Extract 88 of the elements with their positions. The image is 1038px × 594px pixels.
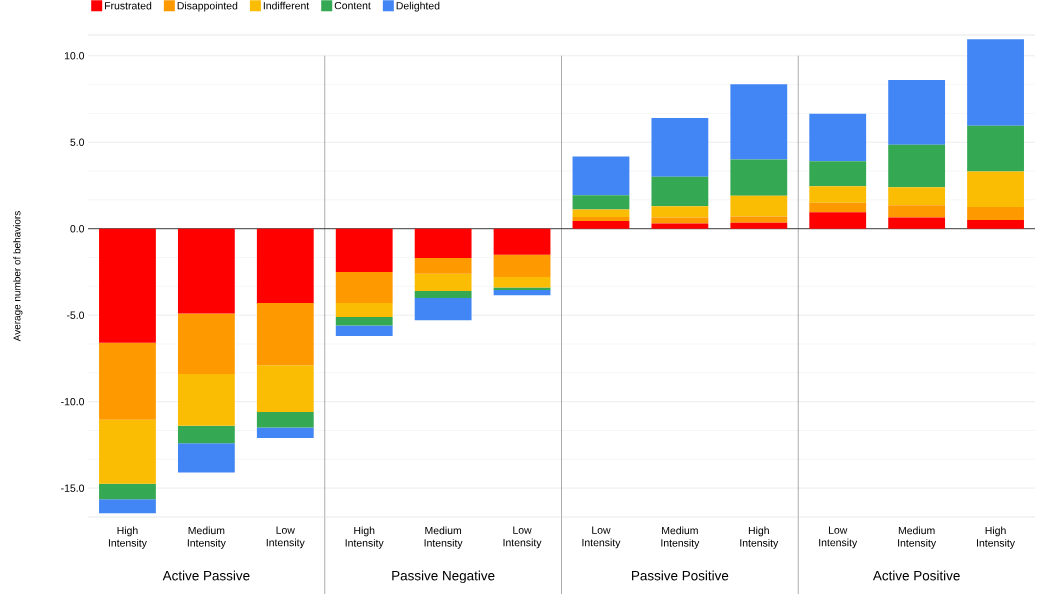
- x-tick-label: Medium Intensity: [424, 526, 463, 549]
- legend-label: Content: [334, 1, 371, 10]
- bar: [572, 221, 630, 229]
- bar: [177, 425, 235, 444]
- legend-label: Disappointed: [177, 1, 238, 12]
- legend-label: Indifferent: [263, 1, 310, 10]
- bar: [651, 223, 709, 229]
- bar: [572, 217, 630, 222]
- bar: [651, 118, 709, 177]
- bar: [888, 217, 946, 229]
- bar: [99, 419, 156, 484]
- legend-label: Delighted: [396, 1, 440, 12]
- bar: [572, 156, 630, 196]
- bar: [888, 187, 946, 206]
- text: Passive Positive: [632, 570, 729, 581]
- bar: [888, 144, 946, 188]
- x-tick-label: High Intensity: [740, 526, 779, 549]
- bar: [730, 216, 788, 223]
- bar: [99, 483, 156, 500]
- x-tick-label: Low Intensity: [582, 526, 621, 549]
- bar: [809, 113, 867, 162]
- bar: [493, 287, 551, 291]
- text: Active Positive: [872, 570, 960, 581]
- bar: [809, 212, 867, 229]
- bar: [967, 39, 1024, 126]
- bar: [967, 125, 1024, 172]
- bar: [967, 171, 1024, 208]
- text: Passive Negative: [392, 570, 495, 584]
- x-tick-label: High Intensity: [977, 526, 1015, 549]
- bar: [177, 228, 235, 314]
- bar: [414, 297, 472, 321]
- bar: [256, 303, 314, 366]
- bar: [414, 228, 472, 259]
- bar: [493, 254, 551, 278]
- bar: [493, 228, 551, 255]
- text: Active Passive: [162, 570, 250, 581]
- y-tick-label: -15.0: [61, 484, 85, 492]
- bar: [730, 84, 788, 160]
- bar: [967, 207, 1024, 221]
- bar: [256, 365, 314, 413]
- y-tick-label: -10.0: [61, 397, 85, 406]
- x-tick-label: Low Intensity: [819, 526, 858, 549]
- x-tick-label: Low Intensity: [503, 526, 542, 549]
- x-tick-label: High Intensity: [108, 526, 147, 549]
- bar: [651, 176, 709, 207]
- bar: [493, 277, 551, 288]
- bar: [99, 228, 156, 343]
- bar: [888, 205, 946, 218]
- bar: [99, 499, 156, 514]
- y-tick-label: 5.0: [70, 138, 85, 146]
- bar: [335, 316, 393, 326]
- bar: [651, 217, 709, 224]
- bar: [809, 161, 867, 187]
- y-tick-label: 0.0: [70, 225, 85, 233]
- bar: [335, 325, 393, 336]
- bar: [256, 228, 314, 304]
- y-axis-title: Average number of behaviors: [13, 211, 23, 342]
- bar: [414, 258, 472, 274]
- bar: [967, 220, 1024, 229]
- bar: [177, 443, 235, 473]
- x-tick-label: Medium Intensity: [661, 526, 700, 549]
- bar: [414, 290, 472, 298]
- bar: [335, 271, 393, 304]
- bar: [177, 313, 235, 374]
- bar: [888, 79, 946, 145]
- x-tick-label: Medium Intensity: [187, 526, 226, 549]
- bar: [809, 202, 867, 213]
- x-tick-label: High Intensity: [345, 526, 384, 549]
- x-tick-label: Medium Intensity: [898, 526, 937, 549]
- bar: [572, 195, 630, 210]
- bar: [256, 427, 314, 438]
- bar: [651, 206, 709, 218]
- bar: [572, 209, 630, 218]
- y-tick-label: 10.0: [64, 52, 85, 60]
- bar: [335, 228, 393, 272]
- bar: [414, 273, 472, 291]
- bar: [730, 195, 788, 217]
- bar: [335, 303, 393, 317]
- bar: [256, 412, 314, 428]
- bar: [809, 186, 867, 203]
- bar: [730, 222, 788, 229]
- legend-label: Frustrated: [105, 1, 152, 10]
- bar: [99, 342, 156, 420]
- bar: [177, 373, 235, 426]
- bar: [730, 159, 788, 196]
- bar: [493, 290, 551, 296]
- y-tick-label: -5.0: [66, 311, 85, 319]
- x-tick-label: Low Intensity: [266, 526, 305, 549]
